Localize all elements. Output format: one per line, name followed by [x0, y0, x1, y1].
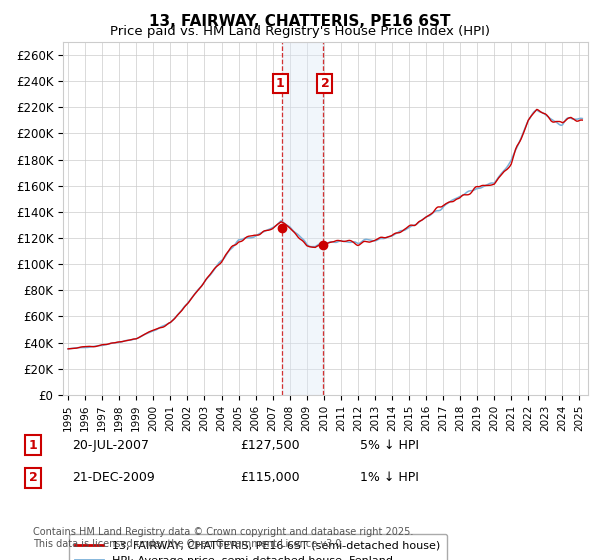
- Text: 1: 1: [276, 77, 285, 90]
- Text: 2: 2: [29, 471, 37, 484]
- Text: 13, FAIRWAY, CHATTERIS, PE16 6ST: 13, FAIRWAY, CHATTERIS, PE16 6ST: [149, 14, 451, 29]
- Bar: [282, 42, 323, 395]
- Text: 5% ↓ HPI: 5% ↓ HPI: [360, 438, 419, 452]
- Text: 1: 1: [29, 438, 37, 452]
- Text: 1% ↓ HPI: 1% ↓ HPI: [360, 471, 419, 484]
- Text: £127,500: £127,500: [240, 438, 299, 452]
- Legend: 13, FAIRWAY, CHATTERIS, PE16 6ST (semi-detached house), HPI: Average price, semi: 13, FAIRWAY, CHATTERIS, PE16 6ST (semi-d…: [68, 534, 447, 560]
- Text: Price paid vs. HM Land Registry's House Price Index (HPI): Price paid vs. HM Land Registry's House …: [110, 25, 490, 38]
- Text: £115,000: £115,000: [240, 471, 299, 484]
- Text: Contains HM Land Registry data © Crown copyright and database right 2025.
This d: Contains HM Land Registry data © Crown c…: [33, 527, 413, 549]
- Text: 2: 2: [320, 77, 329, 90]
- Text: 20-JUL-2007: 20-JUL-2007: [72, 438, 149, 452]
- Text: 21-DEC-2009: 21-DEC-2009: [72, 471, 155, 484]
